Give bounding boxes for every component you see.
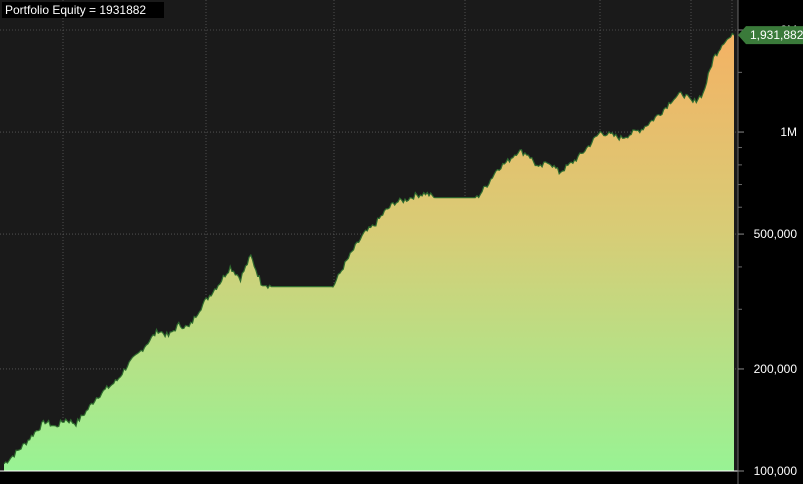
last-value-tag [738, 26, 803, 45]
chart-title: Portfolio Equity = 1931882 [5, 3, 146, 17]
y-tick-label: 200,000 [754, 362, 798, 376]
last-value-label: 1,931,882 [750, 28, 803, 42]
chart-title-background [2, 2, 164, 18]
equity-line [3, 32, 735, 465]
y-tick-label: 500,000 [754, 227, 798, 241]
last-value-marker: 1,931,882 [738, 26, 803, 45]
y-tick-label: 1M [780, 125, 797, 139]
equity-area [4, 33, 734, 471]
y-tick-label: 100,000 [754, 464, 798, 478]
